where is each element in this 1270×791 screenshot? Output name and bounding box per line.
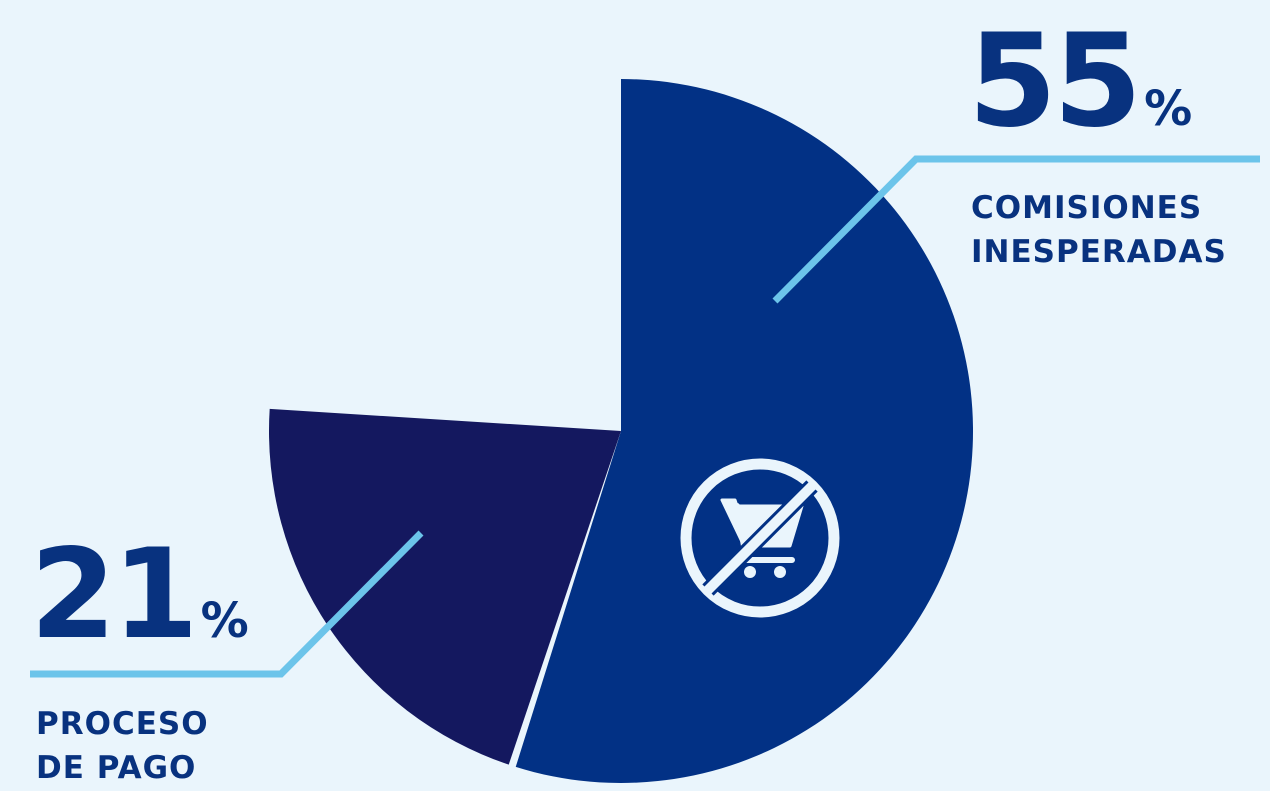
- comisiones-percent-sign: %: [1144, 81, 1193, 137]
- callout-proceso: 21%: [30, 533, 249, 657]
- cart-wheel-right: [774, 566, 786, 578]
- comisiones-value-number: 55: [968, 7, 1142, 156]
- comisiones-label-line-2: INESPERADAS: [971, 234, 1227, 270]
- proceso-label: PROCESO DE PAGO: [36, 702, 209, 790]
- pie-slice-proceso: [268, 408, 621, 765]
- leader-line-comisiones: [772, 155, 1260, 304]
- comisiones-value: 55%: [968, 18, 1192, 146]
- proceso-value-number: 21: [30, 523, 199, 667]
- proceso-label-line-2: DE PAGO: [36, 750, 197, 786]
- prohibition-slash: [703, 481, 817, 595]
- proceso-label-line-1: PROCESO: [36, 706, 209, 742]
- pie-slice-comisiones: [515, 79, 974, 783]
- comisiones-label: COMISIONES INESPERADAS: [971, 186, 1227, 274]
- icon-ring: [680, 458, 840, 618]
- callout-comisiones: 55%: [968, 18, 1192, 146]
- comisiones-label-line-1: COMISIONES: [971, 190, 1203, 226]
- no-shopping-cart-icon: [680, 458, 840, 618]
- cart-wheel-left: [744, 566, 756, 578]
- proceso-percent-sign: %: [200, 593, 249, 649]
- proceso-value: 21%: [30, 533, 249, 657]
- leader-line-proceso: [30, 530, 424, 678]
